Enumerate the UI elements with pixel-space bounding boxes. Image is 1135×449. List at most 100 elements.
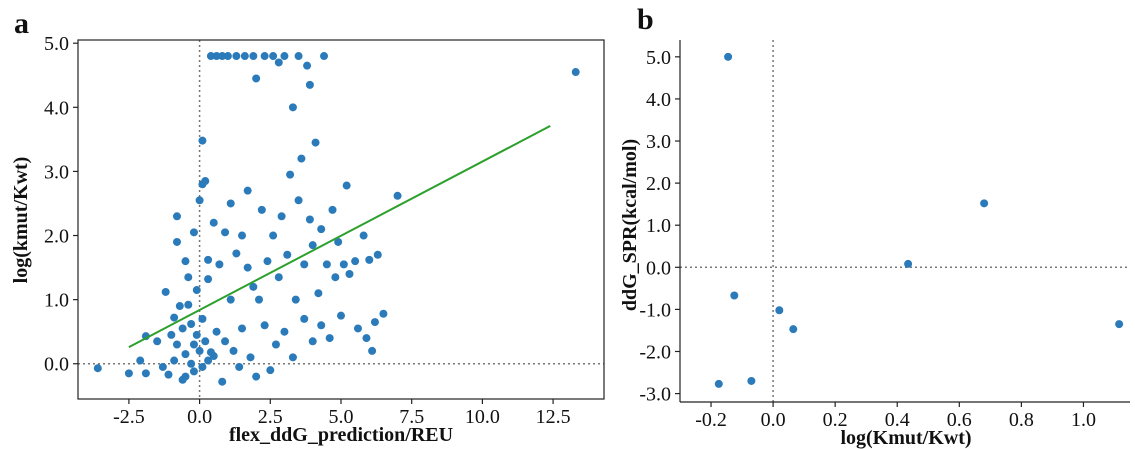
data-point [342, 181, 351, 190]
data-point [192, 330, 201, 339]
data-point [269, 52, 278, 61]
data-point [274, 58, 283, 67]
data-point [201, 337, 210, 346]
data-point [263, 257, 272, 266]
panel-a-points [93, 52, 580, 386]
data-point [1115, 320, 1124, 329]
data-point [235, 362, 244, 371]
data-point [714, 379, 723, 388]
data-point [212, 52, 221, 61]
data-point [300, 260, 309, 269]
data-point [359, 231, 368, 240]
data-point [181, 372, 190, 381]
data-point [328, 205, 337, 214]
data-point [238, 324, 247, 333]
data-point [209, 218, 218, 227]
data-point [192, 286, 201, 295]
data-point [189, 340, 198, 349]
data-point [266, 366, 275, 375]
y-tick-label: -3.0 [639, 384, 671, 406]
x-tick-label: 7.5 [399, 406, 424, 428]
panel-a-fit-line [128, 125, 551, 348]
data-point [243, 186, 252, 195]
data-point [172, 340, 181, 349]
panel-b-y-axis-label: ddG_SPR(kcal/mol) [619, 139, 641, 311]
data-point [325, 334, 334, 343]
data-point [294, 196, 303, 205]
data-point [223, 52, 232, 61]
data-point [175, 302, 184, 311]
data-point [274, 273, 283, 282]
y-tick-label: 0.0 [646, 257, 671, 279]
x-tick-label: 0.4 [885, 409, 910, 431]
data-point [198, 136, 207, 145]
data-point [172, 212, 181, 221]
data-point [218, 52, 227, 61]
data-point [334, 237, 343, 246]
data-point [345, 269, 354, 278]
data-point [789, 325, 798, 334]
data-point [368, 346, 377, 355]
data-point [730, 291, 739, 300]
data-point [379, 309, 388, 318]
data-point [353, 324, 362, 333]
data-point [904, 259, 913, 268]
data-point [204, 255, 213, 264]
data-point [172, 237, 181, 246]
data-point [158, 362, 167, 371]
data-point [308, 337, 317, 346]
data-point [226, 199, 235, 208]
data-point [571, 68, 580, 77]
data-point [269, 231, 278, 240]
panel-a-x-axis-label: flex_ddG_prediction/REU [229, 424, 453, 446]
data-point [747, 376, 756, 385]
y-tick-label: 5.0 [44, 33, 69, 55]
data-point [243, 263, 252, 272]
data-point [232, 52, 241, 61]
panel-b-spines [679, 40, 1130, 403]
data-point [181, 350, 190, 359]
y-tick-label: 1.0 [44, 290, 69, 312]
data-point [189, 367, 198, 376]
data-point [317, 225, 326, 234]
data-point [291, 295, 300, 304]
y-tick-label: 3.0 [44, 161, 69, 183]
data-point [370, 318, 379, 327]
panel-a-y-axis-label: log(kmut/Kwt) [10, 157, 32, 284]
x-tick-label: 12.5 [536, 406, 571, 428]
data-point [322, 260, 331, 269]
data-point [271, 340, 280, 349]
y-tick-label: -1.0 [639, 299, 671, 321]
data-point [232, 249, 241, 258]
y-tick-label: 2.0 [646, 173, 671, 195]
data-point [362, 334, 371, 343]
panel-b-reference-lines [680, 40, 1130, 402]
y-tick-label: 3.0 [646, 131, 671, 153]
data-point [170, 356, 179, 365]
x-tick-label: 10.0 [465, 406, 500, 428]
data-point [124, 369, 133, 378]
data-point [195, 196, 204, 205]
data-point [195, 346, 204, 355]
panel-a-y-ticks: 0.0 1.0 2.0 3.0 4.0 5.0 [44, 33, 78, 376]
x-tick-label: -2.5 [113, 406, 145, 428]
data-point [252, 372, 261, 381]
x-tick-label: 0.0 [187, 406, 212, 428]
data-point [351, 257, 360, 266]
data-point [249, 52, 258, 61]
data-point [93, 364, 102, 373]
x-tick-label: 1.0 [1071, 409, 1096, 431]
data-point [288, 103, 297, 112]
data-point [198, 362, 207, 371]
data-point [153, 337, 162, 346]
data-point [283, 250, 292, 259]
data-point [297, 154, 306, 163]
data-point [167, 330, 176, 339]
data-point [286, 170, 295, 179]
data-point [221, 228, 230, 237]
data-point [187, 319, 196, 328]
y-tick-label: 2.0 [44, 226, 69, 248]
panel-b-x-ticks: -0.2 0.0 0.2 0.4 0.6 0.8 1.0 [695, 402, 1096, 431]
data-point [254, 295, 263, 304]
data-point [331, 273, 340, 282]
